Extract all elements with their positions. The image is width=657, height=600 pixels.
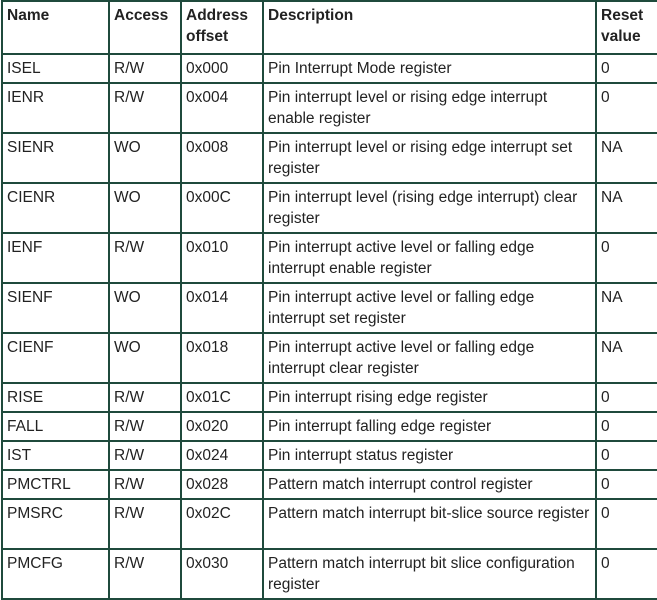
cell-name: CIENF xyxy=(1,332,110,384)
cell-description: Pin interrupt level or rising edge inter… xyxy=(262,82,597,134)
cell-address-offset: 0x008 xyxy=(180,132,264,184)
cell-name: PMCFG xyxy=(1,548,110,600)
cell-access: WO xyxy=(108,132,182,184)
cell-name: CIENR xyxy=(1,182,110,234)
cell-description: Pin interrupt active level or falling ed… xyxy=(262,282,597,334)
cell-reset-value: 0 xyxy=(595,411,657,442)
cell-access: R/W xyxy=(108,411,182,442)
cell-address-offset: 0x030 xyxy=(180,548,264,600)
cell-address-offset: 0x010 xyxy=(180,232,264,284)
cell-reset-value: NA xyxy=(595,332,657,384)
cell-description: Pin interrupt active level or falling ed… xyxy=(262,232,597,284)
cell-reset-value: 0 xyxy=(595,232,657,284)
cell-access: R/W xyxy=(108,469,182,500)
table-row: CIENF WO 0x018 Pin interrupt active level o… xyxy=(1,332,657,384)
table-row: CIENR WO 0x00C Pin interrupt level (rising … xyxy=(1,182,657,234)
cell-access: WO xyxy=(108,182,182,234)
cell-address-offset: 0x018 xyxy=(180,332,264,384)
cell-description: Pin interrupt falling edge register xyxy=(262,411,597,442)
header-name: Name xyxy=(1,0,110,55)
cell-access: WO xyxy=(108,332,182,384)
cell-access: R/W xyxy=(108,440,182,471)
header-description: Description xyxy=(262,0,597,55)
cell-description: Pin interrupt rising edge register xyxy=(262,382,597,413)
cell-access: R/W xyxy=(108,382,182,413)
cell-name: RISE xyxy=(1,382,110,413)
cell-name: IST xyxy=(1,440,110,471)
cell-address-offset: 0x024 xyxy=(180,440,264,471)
cell-reset-value: NA xyxy=(595,282,657,334)
cell-description: Pattern match interrupt bit slice config… xyxy=(262,548,597,600)
cell-name: IENF xyxy=(1,232,110,284)
cell-name: PMSRC xyxy=(1,498,110,550)
cell-reset-value: 0 xyxy=(595,53,657,84)
cell-access: WO xyxy=(108,282,182,334)
table-row: ISEL R/W 0x000 Pin Interrupt Mode register 0 xyxy=(1,53,657,84)
table-row: RISE R/W 0x01C Pin interrupt rising edge re… xyxy=(1,382,657,413)
cell-description: Pin interrupt status register xyxy=(262,440,597,471)
cell-description: Pin interrupt level or rising edge inter… xyxy=(262,132,597,184)
cell-description: Pattern match interrupt control register xyxy=(262,469,597,500)
cell-name: ISEL xyxy=(1,53,110,84)
cell-description: Pin Interrupt Mode register xyxy=(262,53,597,84)
cell-access: R/W xyxy=(108,498,182,550)
cell-access: R/W xyxy=(108,232,182,284)
cell-name: SIENR xyxy=(1,132,110,184)
table-row: SIENF WO 0x014 Pin interrupt active level o… xyxy=(1,282,657,334)
table-row: PMSRC R/W 0x02C Pattern match interrupt bit… xyxy=(1,498,657,550)
cell-reset-value: NA xyxy=(595,182,657,234)
cell-description: Pin interrupt active level or falling ed… xyxy=(262,332,597,384)
cell-reset-value: 0 xyxy=(595,469,657,500)
cell-reset-value: 0 xyxy=(595,382,657,413)
cell-address-offset: 0x02C xyxy=(180,498,264,550)
cell-reset-value: 0 xyxy=(595,440,657,471)
header-access: Access xyxy=(108,0,182,55)
cell-address-offset: 0x01C xyxy=(180,382,264,413)
cell-access: R/W xyxy=(108,53,182,84)
cell-name: PMCTRL xyxy=(1,469,110,500)
cell-access: R/W xyxy=(108,82,182,134)
cell-name: FALL xyxy=(1,411,110,442)
table-row: IENR R/W 0x004 Pin interrupt level or risin… xyxy=(1,82,657,134)
cell-address-offset: 0x004 xyxy=(180,82,264,134)
cell-access: R/W xyxy=(108,548,182,600)
cell-reset-value: 0 xyxy=(595,498,657,550)
table-row: SIENR WO 0x008 Pin interrupt level or risin… xyxy=(1,132,657,184)
table-row: FALL R/W 0x020 Pin interrupt falling edge r… xyxy=(1,411,657,442)
cell-address-offset: 0x000 xyxy=(180,53,264,84)
cell-reset-value: 0 xyxy=(595,548,657,600)
table-row: IENF R/W 0x010 Pin interrupt active level o… xyxy=(1,232,657,284)
table-row: PMCTRL R/W 0x028 Pattern match interrupt co… xyxy=(1,469,657,500)
cell-name: SIENF xyxy=(1,282,110,334)
cell-address-offset: 0x028 xyxy=(180,469,264,500)
header-reset-value: Reset value xyxy=(595,0,657,55)
cell-reset-value: 0 xyxy=(595,82,657,134)
table-row: IST R/W 0x024 Pin interrupt status register… xyxy=(1,440,657,471)
table-row: PMCFG R/W 0x030 Pattern match interrupt bit… xyxy=(1,548,657,600)
cell-reset-value: NA xyxy=(595,132,657,184)
header-row: Name Access Address offset Description R… xyxy=(1,0,657,55)
cell-description: Pin interrupt level (rising edge interru… xyxy=(262,182,597,234)
cell-address-offset: 0x00C xyxy=(180,182,264,234)
cell-address-offset: 0x014 xyxy=(180,282,264,334)
cell-name: IENR xyxy=(1,82,110,134)
cell-description: Pattern match interrupt bit-slice source… xyxy=(262,498,597,550)
header-address-offset: Address offset xyxy=(180,0,264,55)
cell-address-offset: 0x020 xyxy=(180,411,264,442)
